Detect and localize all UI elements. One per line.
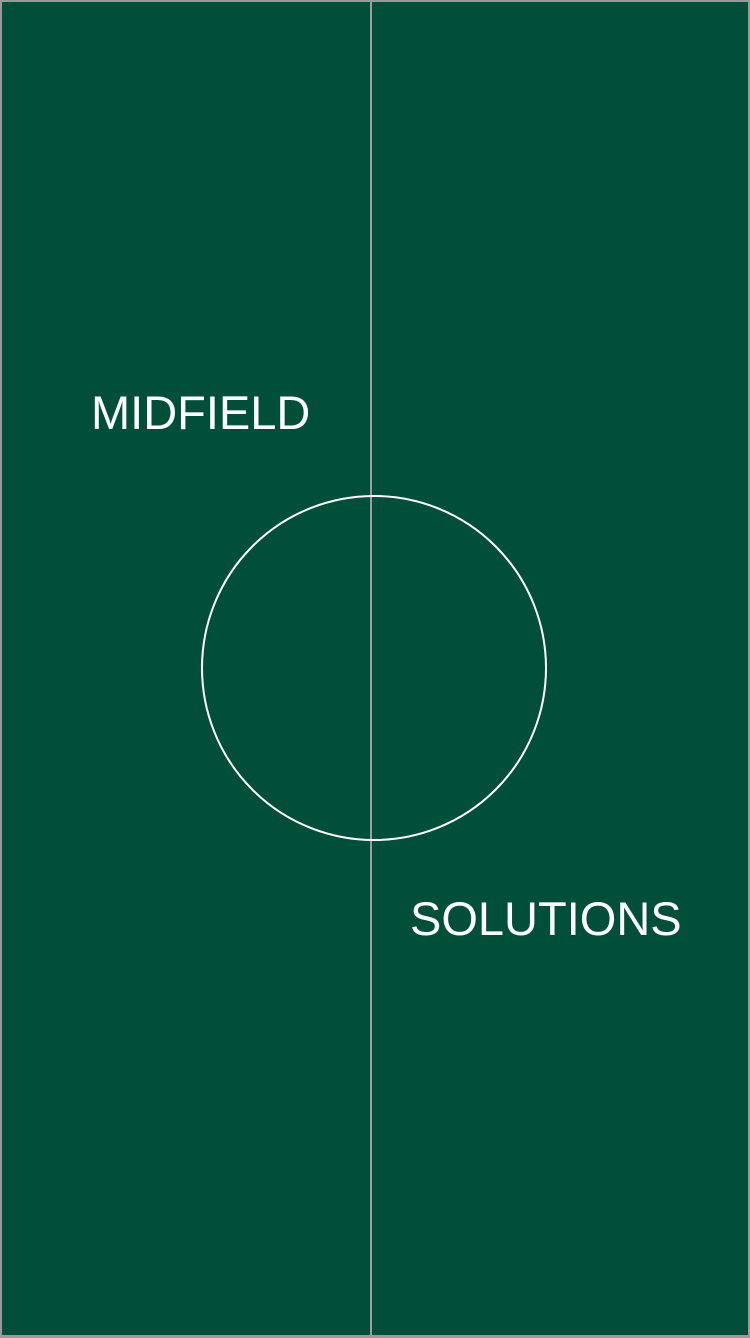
brand-word-midfield: MIDFIELD	[91, 386, 311, 439]
center-circle	[201, 495, 547, 841]
brand-word-solutions: SOLUTIONS	[410, 892, 682, 945]
